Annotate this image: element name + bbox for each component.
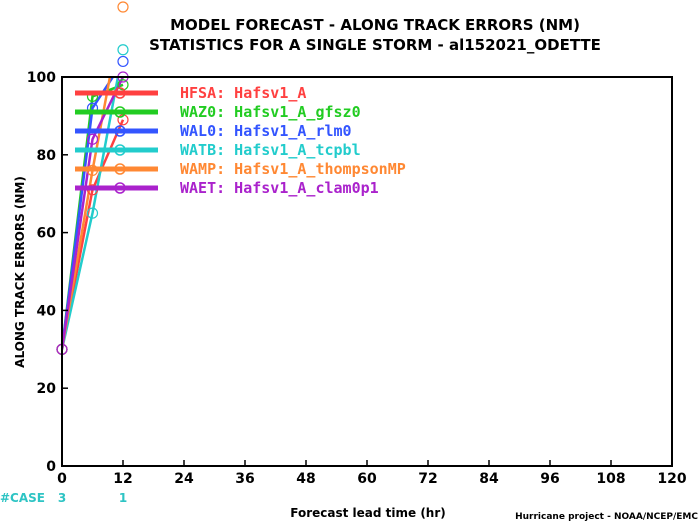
x-tick-label: 48 <box>296 471 315 487</box>
legend-marker-3 <box>114 144 126 156</box>
legend-entry-4: WAMP: Hafsv1_A_thompsonMP <box>180 160 406 178</box>
y-tick-label: 40 <box>37 303 57 319</box>
x-tick-label: 36 <box>235 471 254 487</box>
x-tick-label: 108 <box>596 471 625 487</box>
series-line-3 <box>62 77 120 350</box>
x-tick-label: 24 <box>174 471 194 487</box>
series-line-2 <box>62 77 115 350</box>
legend-marker-5 <box>114 182 126 194</box>
y-axis-label: ALONG TRACK ERRORS (NM) <box>13 176 27 368</box>
legend-entry-1: WAZ0: Hafsv1_A_gfsz0 <box>180 103 361 121</box>
legend-marker-1 <box>114 106 126 118</box>
legend-marker-2 <box>114 125 126 137</box>
series-2-point <box>117 55 129 68</box>
x-tick-label: 84 <box>479 471 499 487</box>
y-tick-label: 100 <box>27 70 56 86</box>
x-tick-label: 72 <box>418 471 437 487</box>
x-axis-label: Forecast lead time (hr) <box>290 506 446 520</box>
series-line-5 <box>62 77 125 350</box>
series-5-point <box>86 133 99 145</box>
x-tick-label: 60 <box>357 471 377 487</box>
legend-marker-0 <box>114 87 126 99</box>
series-line-0 <box>62 119 125 350</box>
series-0-point <box>117 114 129 126</box>
chart-title: MODEL FORECAST - ALONG TRACK ERRORS (NM)… <box>149 16 601 54</box>
series-4-point <box>117 1 129 13</box>
title: MODEL FORECAST - ALONG TRACK ERRORS (NM) <box>170 16 580 34</box>
x-tick-label: 120 <box>657 471 686 487</box>
y-tick-label: 20 <box>37 381 57 397</box>
series-3-point <box>86 207 99 219</box>
x-tick-label: 12 <box>113 471 132 487</box>
plot-frame <box>61 76 673 467</box>
legend-entry-2: WAL0: Hafsv1_A_rlm0 <box>180 122 352 140</box>
subtitle: STATISTICS FOR A SINGLE STORM - al152021… <box>149 36 601 54</box>
legend-entry-5: WAET: Hafsv1_A_clam0p1 <box>180 179 379 197</box>
data-layer <box>56 1 129 355</box>
case-count-1: 1 <box>119 491 127 505</box>
axis-ticks: 0 12 24 36 48 60 72 84 96 108 120 0 20 40 60 80 100 <box>27 70 687 487</box>
legend-entry-3: WATB: Hafsv1_A_tcpbl <box>180 141 361 159</box>
y-tick-label: 80 <box>37 148 57 164</box>
credit-text: Hurricane project - NOAA/NCEP/EMC <box>515 512 698 522</box>
y-tick-label: 0 <box>46 459 56 475</box>
case-label: #CASE <box>0 491 45 505</box>
case-counts: #CASE 3 1 <box>0 491 127 505</box>
series-line-4 <box>62 77 112 350</box>
legend-marker-4 <box>114 163 126 175</box>
series-3-point <box>117 44 129 56</box>
x-tick-label: 0 <box>57 471 67 487</box>
legend-entry-0: HFSA: Hafsv1_A <box>180 84 306 102</box>
y-tick-label: 60 <box>37 226 57 242</box>
series-lines <box>62 77 125 350</box>
x-tick-label: 96 <box>540 471 559 487</box>
case-count-0: 3 <box>58 491 66 505</box>
